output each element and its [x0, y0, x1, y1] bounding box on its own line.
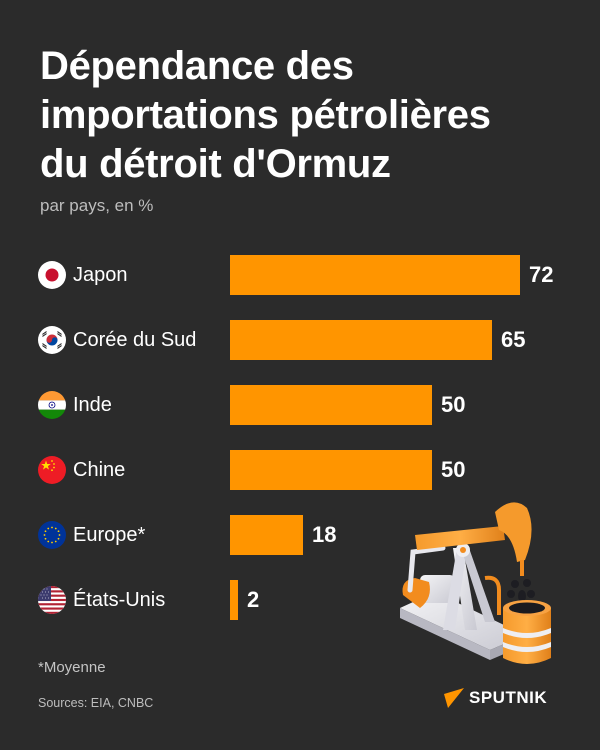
chart-row-europe: Europe* 18 — [0, 515, 600, 555]
row-label: Corée du Sud — [73, 329, 197, 351]
japan-flag-icon — [38, 261, 66, 289]
chart-row-japon: Japon 72 — [0, 255, 600, 295]
title-line-3: du détroit d'Ormuz — [40, 142, 391, 186]
value-label: 65 — [501, 327, 526, 352]
bar — [230, 320, 492, 360]
bar — [230, 515, 303, 555]
brand-name: SPUTNIK — [469, 688, 548, 707]
row-label: Japon — [73, 264, 128, 286]
india-flag-icon — [38, 391, 66, 419]
value-label: 18 — [312, 522, 337, 547]
sources-note: Sources: EIA, CNBC — [38, 696, 154, 710]
row-label: Europe* — [73, 524, 146, 546]
south-korea-flag-icon — [38, 326, 66, 354]
row-label: Chine — [73, 459, 126, 481]
usa-flag-icon — [38, 586, 66, 614]
eu-flag-icon — [38, 521, 66, 549]
subtitle: par pays, en % — [40, 196, 154, 215]
chart-row-etats-unis: États-Unis 2 — [0, 580, 600, 620]
chart-row-inde: Inde 50 — [0, 385, 600, 425]
row-label: Inde — [73, 394, 112, 416]
title-line-2: importations pétrolières — [40, 93, 491, 137]
pumpjack-illustration — [395, 490, 595, 670]
sputnik-logo: SPUTNIK — [443, 686, 547, 710]
sputnik-arrow-icon — [444, 688, 464, 708]
bar — [230, 580, 238, 620]
bar — [230, 255, 520, 295]
value-label: 50 — [441, 457, 466, 482]
value-label: 50 — [441, 392, 466, 417]
value-label: 2 — [247, 587, 260, 612]
title-line-1: Dépendance des — [40, 44, 354, 88]
bar — [230, 450, 432, 490]
chart-row-coree-du-sud: Corée du Sud 65 — [0, 320, 600, 360]
page-title: Dépendance des importations pétrolières … — [40, 42, 580, 189]
value-label: 72 — [529, 262, 554, 287]
row-label: États-Unis — [73, 589, 166, 611]
china-flag-icon — [38, 456, 66, 484]
chart-row-chine: Chine 50 — [0, 450, 600, 490]
footnote: *Moyenne — [38, 659, 106, 676]
bar — [230, 385, 432, 425]
